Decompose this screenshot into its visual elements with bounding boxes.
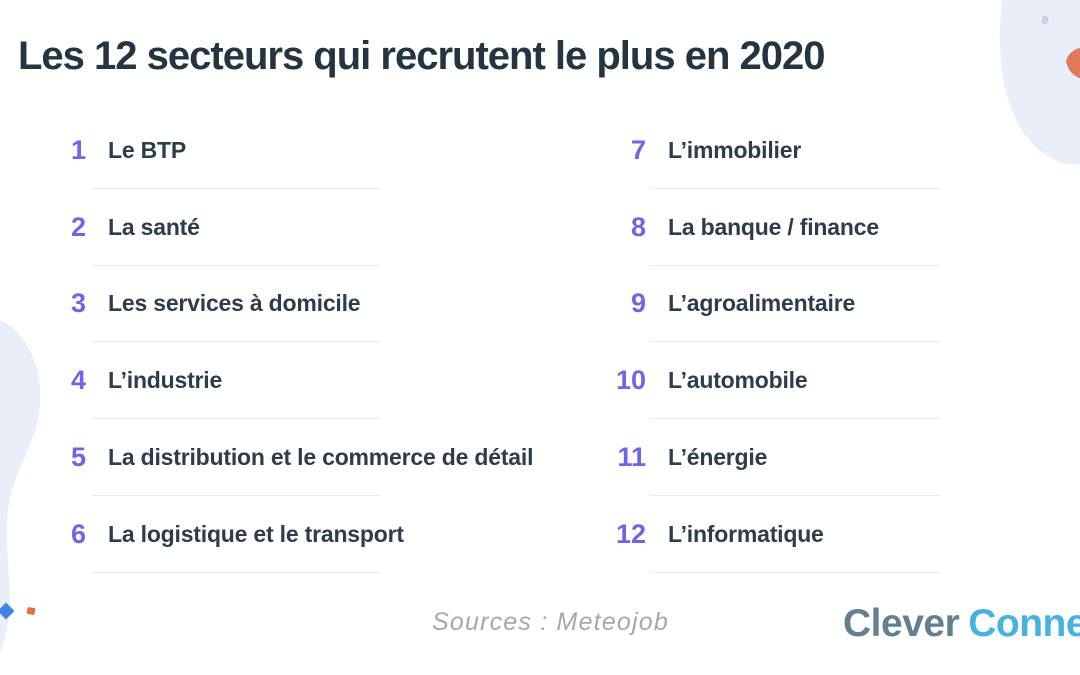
list-item: 6 La logistique et le transport: [60, 496, 580, 573]
coral-petal-icon: [1066, 48, 1080, 79]
item-number: 7: [630, 134, 646, 165]
list-item: 11 L’énergie: [600, 419, 1060, 496]
list-item: 9 L’agroalimentaire: [600, 266, 1060, 343]
item-number: 10: [615, 365, 646, 396]
item-label: La santé: [108, 213, 200, 240]
item-label: La distribution et le commerce de détail: [108, 444, 534, 471]
item-number: 12: [615, 518, 646, 549]
divider: [650, 187, 940, 189]
item-label: Le BTP: [108, 136, 187, 163]
list-item: 1 Le BTP: [60, 112, 580, 189]
divider: [92, 494, 380, 496]
item-label: L’agroalimentaire: [668, 290, 856, 317]
sources-caption: Sources : Meteojob: [432, 608, 669, 636]
item-label: Les services à domicile: [108, 290, 361, 317]
logo-text-clever: Clever: [843, 602, 960, 645]
item-number: 3: [70, 288, 86, 319]
square-icon: [26, 607, 36, 615]
list-item: 3 Les services à domicile: [60, 266, 580, 343]
list-item: 8 La banque / finance: [600, 189, 1060, 266]
item-label: L’énergie: [668, 444, 768, 471]
list-item: 10 L’automobile: [600, 342, 1060, 420]
divider: [92, 341, 380, 343]
divider: [92, 264, 380, 266]
speck-icon: [1041, 15, 1049, 25]
sectors-column-left: 1 Le BTP 2 La santé 3 Les services à dom…: [60, 112, 580, 573]
item-number: 1: [70, 134, 86, 165]
list-item: 4 L’industrie: [60, 342, 580, 420]
list-item: 12 L’informatique: [600, 496, 1060, 573]
divider: [92, 187, 380, 189]
cleverconnect-logo: CleverConnect: [843, 602, 1080, 646]
divider: [650, 264, 940, 266]
page-title: Les 12 secteurs qui recrutent le plus en…: [18, 34, 825, 78]
divider: [92, 418, 380, 420]
logo-text-connect: Connect: [968, 602, 1080, 645]
list-item: 2 La santé: [60, 189, 580, 266]
divider: [650, 418, 940, 420]
sectors-column-right: 7 L’immobilier 8 La banque / finance 9 L…: [600, 112, 1060, 573]
list-item: 5 La distribution et le commerce de déta…: [60, 419, 580, 496]
item-label: La banque / finance: [668, 213, 879, 240]
item-number: 8: [630, 211, 646, 242]
divider: [650, 494, 940, 496]
item-number: 11: [617, 442, 646, 473]
blob-left-shape: [0, 320, 41, 652]
item-number: 4: [70, 365, 86, 396]
divider: [92, 571, 380, 573]
item-label: L’automobile: [668, 367, 808, 394]
item-label: L’informatique: [668, 520, 824, 547]
list-item: 7 L’immobilier: [600, 112, 1060, 189]
diamond-icon: [0, 602, 15, 620]
divider: [650, 341, 940, 343]
item-number: 2: [70, 211, 86, 242]
item-label: La logistique et le transport: [108, 520, 404, 547]
item-number: 9: [630, 288, 646, 319]
divider: [650, 571, 940, 573]
item-number: 6: [70, 518, 86, 549]
item-label: L’immobilier: [668, 136, 802, 163]
item-label: L’industrie: [108, 367, 223, 394]
item-number: 5: [70, 442, 86, 473]
